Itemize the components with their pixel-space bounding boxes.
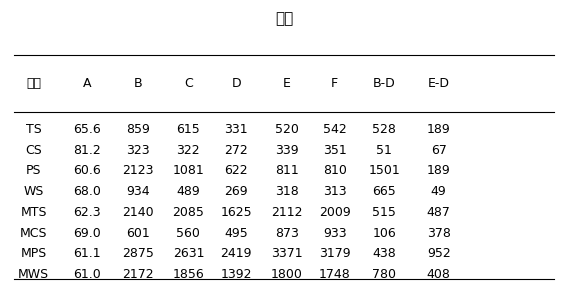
Text: 3179: 3179 (319, 247, 350, 260)
Text: 489: 489 (177, 185, 201, 198)
Text: 60.6: 60.6 (73, 164, 101, 177)
Text: 1625: 1625 (220, 206, 252, 219)
Text: 68.0: 68.0 (73, 185, 101, 198)
Text: 331: 331 (224, 123, 248, 136)
Text: 520: 520 (275, 123, 299, 136)
Text: 65.6: 65.6 (73, 123, 101, 136)
Text: 318: 318 (275, 185, 299, 198)
Text: 2009: 2009 (319, 206, 350, 219)
Text: C: C (184, 77, 193, 90)
Text: MCS: MCS (20, 227, 48, 240)
Text: 2172: 2172 (122, 268, 153, 281)
Text: 样品: 样品 (26, 77, 41, 90)
Text: 2419: 2419 (220, 247, 252, 260)
Text: 487: 487 (427, 206, 450, 219)
Text: 665: 665 (372, 185, 396, 198)
Text: 2140: 2140 (122, 206, 153, 219)
Text: MTS: MTS (20, 206, 47, 219)
Text: 2875: 2875 (122, 247, 154, 260)
Text: 495: 495 (224, 227, 248, 240)
Text: 61.0: 61.0 (73, 268, 101, 281)
Text: 3371: 3371 (271, 247, 303, 260)
Text: E-D: E-D (428, 77, 450, 90)
Text: 1856: 1856 (173, 268, 204, 281)
Text: D: D (231, 77, 241, 90)
Text: 1501: 1501 (368, 164, 400, 177)
Text: 339: 339 (275, 144, 299, 157)
Text: A: A (83, 77, 91, 90)
Text: 542: 542 (323, 123, 346, 136)
Text: B-D: B-D (373, 77, 395, 90)
Text: 615: 615 (177, 123, 201, 136)
Text: 81.2: 81.2 (73, 144, 101, 157)
Text: 1748: 1748 (319, 268, 350, 281)
Text: 351: 351 (323, 144, 346, 157)
Text: 2631: 2631 (173, 247, 204, 260)
Text: TS: TS (26, 123, 41, 136)
Text: 601: 601 (126, 227, 149, 240)
Text: 859: 859 (126, 123, 150, 136)
Text: 934: 934 (126, 185, 149, 198)
Text: 952: 952 (427, 247, 450, 260)
Text: 323: 323 (126, 144, 149, 157)
Text: 49: 49 (431, 185, 446, 198)
Text: 528: 528 (372, 123, 396, 136)
Text: 2112: 2112 (271, 206, 303, 219)
Text: MWS: MWS (18, 268, 49, 281)
Text: 378: 378 (427, 227, 450, 240)
Text: 1800: 1800 (271, 268, 303, 281)
Text: 810: 810 (323, 164, 346, 177)
Text: 780: 780 (372, 268, 396, 281)
Text: 2085: 2085 (173, 206, 204, 219)
Text: 622: 622 (224, 164, 248, 177)
Text: 933: 933 (323, 227, 346, 240)
Text: 1392: 1392 (220, 268, 252, 281)
Text: 106: 106 (372, 227, 396, 240)
Text: 189: 189 (427, 164, 450, 177)
Text: 515: 515 (372, 206, 396, 219)
Text: 438: 438 (372, 247, 396, 260)
Text: MPS: MPS (20, 247, 47, 260)
Text: 1081: 1081 (173, 164, 204, 177)
Text: 272: 272 (224, 144, 248, 157)
Text: CS: CS (26, 144, 42, 157)
Text: 51: 51 (376, 144, 392, 157)
Text: 322: 322 (177, 144, 200, 157)
Text: 67: 67 (431, 144, 446, 157)
Text: 269: 269 (224, 185, 248, 198)
Text: B: B (133, 77, 142, 90)
Text: PS: PS (26, 164, 41, 177)
Text: 61.1: 61.1 (73, 247, 101, 260)
Text: 811: 811 (275, 164, 299, 177)
Text: 189: 189 (427, 123, 450, 136)
Text: 表一: 表一 (275, 11, 293, 26)
Text: 873: 873 (275, 227, 299, 240)
Text: WS: WS (23, 185, 44, 198)
Text: 69.0: 69.0 (73, 227, 101, 240)
Text: F: F (331, 77, 338, 90)
Text: 560: 560 (177, 227, 201, 240)
Text: 62.3: 62.3 (73, 206, 101, 219)
Text: E: E (283, 77, 291, 90)
Text: 2123: 2123 (122, 164, 153, 177)
Text: 408: 408 (427, 268, 450, 281)
Text: 313: 313 (323, 185, 346, 198)
